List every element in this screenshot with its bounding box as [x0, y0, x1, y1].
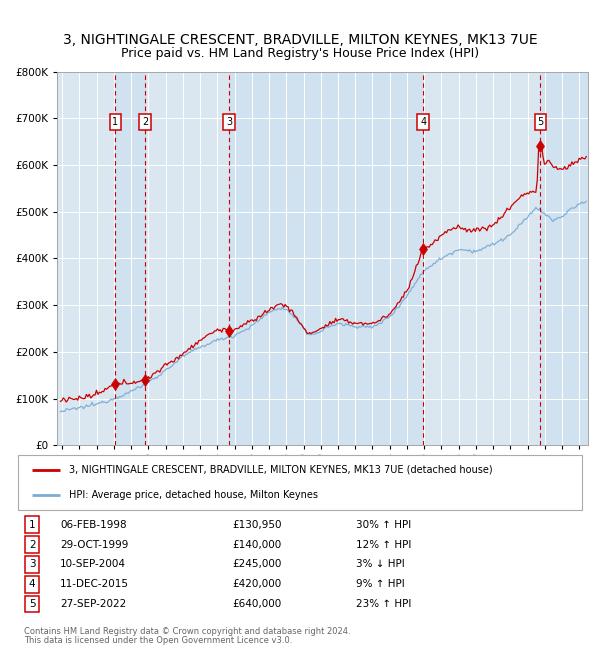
Text: 2: 2 — [29, 540, 35, 550]
Text: 3, NIGHTINGALE CRESCENT, BRADVILLE, MILTON KEYNES, MK13 7UE (detached house): 3, NIGHTINGALE CRESCENT, BRADVILLE, MILT… — [69, 465, 493, 475]
Text: £640,000: £640,000 — [232, 599, 281, 609]
Text: 4: 4 — [420, 117, 426, 127]
Text: 3% ↓ HPI: 3% ↓ HPI — [356, 560, 405, 569]
Text: HPI: Average price, detached house, Milton Keynes: HPI: Average price, detached house, Milt… — [69, 490, 318, 501]
FancyBboxPatch shape — [18, 455, 582, 510]
Text: 11-DEC-2015: 11-DEC-2015 — [60, 579, 130, 590]
Text: 23% ↑ HPI: 23% ↑ HPI — [356, 599, 412, 609]
Text: 3: 3 — [29, 560, 35, 569]
Text: 9% ↑ HPI: 9% ↑ HPI — [356, 579, 405, 590]
Text: 29-OCT-1999: 29-OCT-1999 — [60, 540, 128, 550]
Text: 5: 5 — [29, 599, 35, 609]
Text: 1: 1 — [112, 117, 119, 127]
Text: 12% ↑ HPI: 12% ↑ HPI — [356, 540, 412, 550]
Text: This data is licensed under the Open Government Licence v3.0.: This data is licensed under the Open Gov… — [24, 636, 292, 645]
Text: 1: 1 — [29, 520, 35, 530]
Text: 4: 4 — [29, 579, 35, 590]
Text: 27-SEP-2022: 27-SEP-2022 — [60, 599, 127, 609]
Bar — [115, 72, 145, 445]
Text: 3, NIGHTINGALE CRESCENT, BRADVILLE, MILTON KEYNES, MK13 7UE: 3, NIGHTINGALE CRESCENT, BRADVILLE, MILT… — [62, 33, 538, 47]
Text: 06-FEB-1998: 06-FEB-1998 — [60, 520, 127, 530]
Text: 10-SEP-2004: 10-SEP-2004 — [60, 560, 127, 569]
Text: 3: 3 — [226, 117, 232, 127]
Bar — [541, 72, 588, 445]
Text: Contains HM Land Registry data © Crown copyright and database right 2024.: Contains HM Land Registry data © Crown c… — [24, 627, 350, 636]
Text: 5: 5 — [537, 117, 544, 127]
Text: 30% ↑ HPI: 30% ↑ HPI — [356, 520, 412, 530]
Text: £140,000: £140,000 — [232, 540, 281, 550]
Text: £245,000: £245,000 — [232, 560, 281, 569]
Bar — [229, 72, 423, 445]
Text: £420,000: £420,000 — [232, 579, 281, 590]
Text: Price paid vs. HM Land Registry's House Price Index (HPI): Price paid vs. HM Land Registry's House … — [121, 47, 479, 60]
Text: 2: 2 — [142, 117, 148, 127]
Text: £130,950: £130,950 — [232, 520, 282, 530]
